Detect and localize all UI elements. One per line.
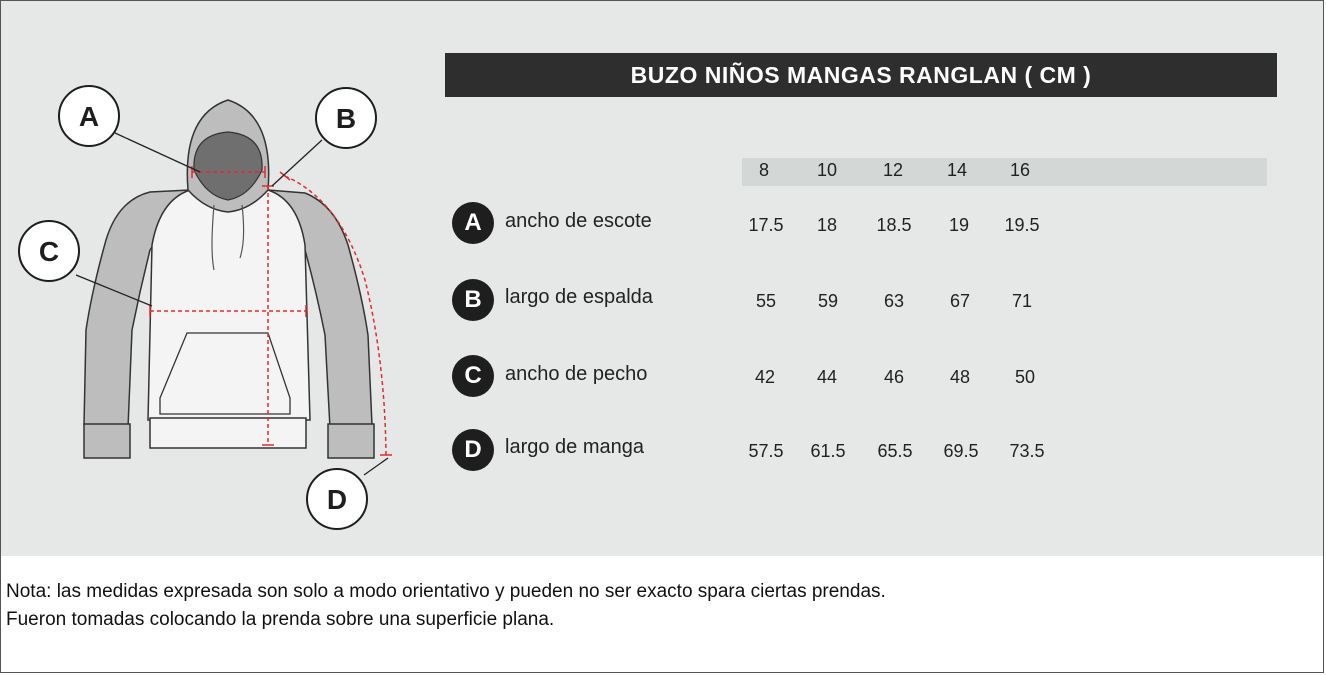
left-sleeve: [83, 189, 192, 429]
row-label-a: ancho de escote: [505, 210, 652, 232]
cell-c-16: 50: [1014, 367, 1036, 387]
row-badge-b: B: [452, 279, 494, 321]
cell-b-8: 55: [755, 291, 777, 311]
callout-a-circle: [58, 85, 120, 147]
callout-c-circle: [18, 220, 80, 282]
cell-d-8: 57.5: [748, 441, 784, 461]
note-line-2: Fueron tomadas colocando la prenda sobre…: [6, 609, 555, 630]
callout-a-label: A: [79, 101, 99, 132]
cell-d-14: 69.5: [943, 441, 979, 461]
row-badge-a: A: [452, 202, 494, 244]
cell-a-16: 19.5: [1004, 215, 1040, 235]
waistband: [149, 417, 307, 449]
callout-d-circle: [306, 468, 368, 530]
cell-c-10: 44: [816, 367, 838, 387]
size-header-strip: [742, 158, 1267, 186]
cell-a-8: 17.5: [748, 215, 784, 235]
note-line-1: Nota: las medidas expresada son solo a m…: [6, 581, 886, 602]
chart-title: BUZO NIÑOS MANGAS RANGLAN ( CM ): [445, 53, 1277, 97]
callout-d-label: D: [327, 484, 347, 515]
cell-c-8: 42: [754, 367, 776, 387]
size-header-16: 16: [1009, 160, 1031, 180]
cell-b-12: 63: [883, 291, 905, 311]
cell-a-14: 19: [948, 215, 970, 235]
row-label-d: largo de manga: [505, 436, 644, 458]
size-header-8: 8: [758, 160, 769, 180]
row-badge-d: D: [452, 429, 494, 471]
left-cuff: [83, 423, 131, 459]
cell-b-14: 67: [949, 291, 971, 311]
cell-a-10: 18: [816, 215, 838, 235]
cell-c-12: 46: [883, 367, 905, 387]
callout-c-label: C: [39, 236, 59, 267]
callout-b-label: B: [336, 103, 356, 134]
cell-b-16: 71: [1011, 291, 1033, 311]
cell-d-12: 65.5: [877, 441, 913, 461]
right-sleeve: [266, 189, 373, 429]
cell-d-10: 61.5: [810, 441, 846, 461]
callout-b-circle: [315, 87, 377, 149]
cell-c-14: 48: [949, 367, 971, 387]
cell-a-12: 18.5: [876, 215, 912, 235]
right-cuff: [327, 423, 375, 459]
row-badge-c: C: [452, 355, 494, 397]
cell-d-16: 73.5: [1009, 441, 1045, 461]
measure-d-line: [284, 175, 387, 456]
size-header-10: 10: [816, 160, 838, 180]
size-header-12: 12: [882, 160, 904, 180]
size-header-14: 14: [946, 160, 968, 180]
hood-opening: [193, 131, 263, 201]
row-label-b: largo de espalda: [505, 286, 653, 308]
hoodie-diagram: A B C D: [18, 85, 392, 530]
row-label-c: ancho de pecho: [505, 363, 648, 385]
cell-b-10: 59: [817, 291, 839, 311]
